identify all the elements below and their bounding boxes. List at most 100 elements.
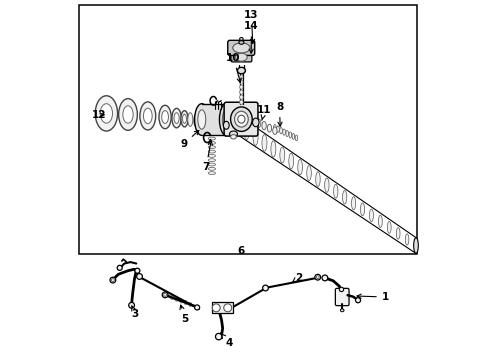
Ellipse shape: [268, 124, 271, 132]
Ellipse shape: [405, 234, 409, 245]
Ellipse shape: [162, 111, 169, 123]
Ellipse shape: [369, 209, 373, 222]
Ellipse shape: [189, 302, 192, 307]
Text: 9: 9: [180, 130, 199, 149]
Ellipse shape: [414, 240, 418, 251]
Ellipse shape: [273, 127, 277, 135]
Ellipse shape: [240, 90, 243, 94]
Ellipse shape: [220, 104, 233, 135]
Ellipse shape: [111, 279, 114, 282]
Ellipse shape: [257, 119, 261, 127]
Ellipse shape: [119, 99, 137, 130]
Text: 10: 10: [226, 53, 241, 82]
Ellipse shape: [240, 85, 243, 89]
Ellipse shape: [208, 141, 216, 144]
Ellipse shape: [140, 102, 156, 130]
Ellipse shape: [223, 121, 229, 129]
Text: 12: 12: [92, 110, 106, 120]
Ellipse shape: [231, 135, 236, 139]
Ellipse shape: [289, 153, 294, 169]
Ellipse shape: [315, 274, 320, 280]
Bar: [202, 104, 226, 135]
Ellipse shape: [253, 129, 258, 145]
Ellipse shape: [273, 125, 276, 131]
FancyBboxPatch shape: [335, 288, 349, 306]
Ellipse shape: [199, 116, 204, 127]
Ellipse shape: [226, 110, 231, 128]
Ellipse shape: [144, 108, 152, 123]
Ellipse shape: [289, 132, 292, 138]
Text: 5: 5: [180, 305, 189, 324]
Ellipse shape: [183, 114, 187, 123]
Ellipse shape: [361, 203, 365, 216]
Ellipse shape: [341, 309, 344, 312]
Text: 6: 6: [238, 246, 245, 256]
Text: 3: 3: [132, 306, 139, 319]
Ellipse shape: [239, 41, 244, 44]
Ellipse shape: [110, 277, 116, 283]
Ellipse shape: [240, 95, 243, 99]
Ellipse shape: [208, 146, 216, 149]
Ellipse shape: [208, 137, 216, 140]
Ellipse shape: [194, 114, 198, 127]
Ellipse shape: [162, 292, 168, 298]
Ellipse shape: [208, 154, 216, 157]
Ellipse shape: [184, 301, 187, 305]
Ellipse shape: [240, 37, 243, 40]
Ellipse shape: [224, 304, 232, 312]
Ellipse shape: [292, 134, 294, 139]
Ellipse shape: [181, 111, 188, 127]
Ellipse shape: [117, 265, 122, 270]
Ellipse shape: [316, 276, 319, 279]
Ellipse shape: [295, 135, 298, 141]
Ellipse shape: [180, 299, 183, 303]
Ellipse shape: [95, 96, 118, 131]
Ellipse shape: [262, 135, 267, 151]
Ellipse shape: [208, 163, 216, 166]
Ellipse shape: [171, 295, 173, 300]
Ellipse shape: [343, 190, 347, 204]
Text: 7: 7: [202, 141, 212, 172]
Ellipse shape: [195, 305, 199, 310]
Ellipse shape: [414, 238, 418, 253]
Ellipse shape: [276, 126, 279, 132]
Ellipse shape: [188, 113, 193, 126]
Ellipse shape: [236, 53, 247, 61]
Ellipse shape: [172, 108, 181, 128]
Ellipse shape: [240, 80, 243, 84]
Ellipse shape: [334, 184, 338, 198]
Ellipse shape: [208, 167, 216, 170]
FancyBboxPatch shape: [228, 40, 255, 55]
Text: 1: 1: [357, 292, 389, 302]
Ellipse shape: [298, 159, 302, 175]
Ellipse shape: [262, 122, 266, 130]
Ellipse shape: [208, 150, 216, 153]
Ellipse shape: [235, 111, 248, 127]
Text: 14: 14: [244, 21, 259, 53]
Ellipse shape: [235, 116, 241, 134]
Ellipse shape: [174, 113, 179, 123]
Ellipse shape: [263, 285, 269, 291]
Text: 11: 11: [257, 105, 271, 120]
FancyBboxPatch shape: [231, 53, 252, 62]
Ellipse shape: [356, 298, 361, 303]
Ellipse shape: [195, 104, 209, 135]
Ellipse shape: [240, 75, 243, 79]
Ellipse shape: [231, 107, 252, 131]
Ellipse shape: [280, 147, 285, 163]
Ellipse shape: [137, 274, 143, 279]
Ellipse shape: [216, 333, 222, 340]
Ellipse shape: [351, 197, 356, 210]
Ellipse shape: [208, 172, 216, 175]
Ellipse shape: [307, 166, 311, 181]
Ellipse shape: [123, 106, 133, 123]
Ellipse shape: [339, 287, 343, 292]
Ellipse shape: [233, 43, 250, 53]
Ellipse shape: [388, 221, 391, 233]
Ellipse shape: [238, 115, 245, 123]
Ellipse shape: [252, 118, 259, 127]
Ellipse shape: [244, 122, 249, 140]
Ellipse shape: [325, 178, 329, 192]
Ellipse shape: [322, 275, 328, 281]
Ellipse shape: [396, 228, 400, 239]
